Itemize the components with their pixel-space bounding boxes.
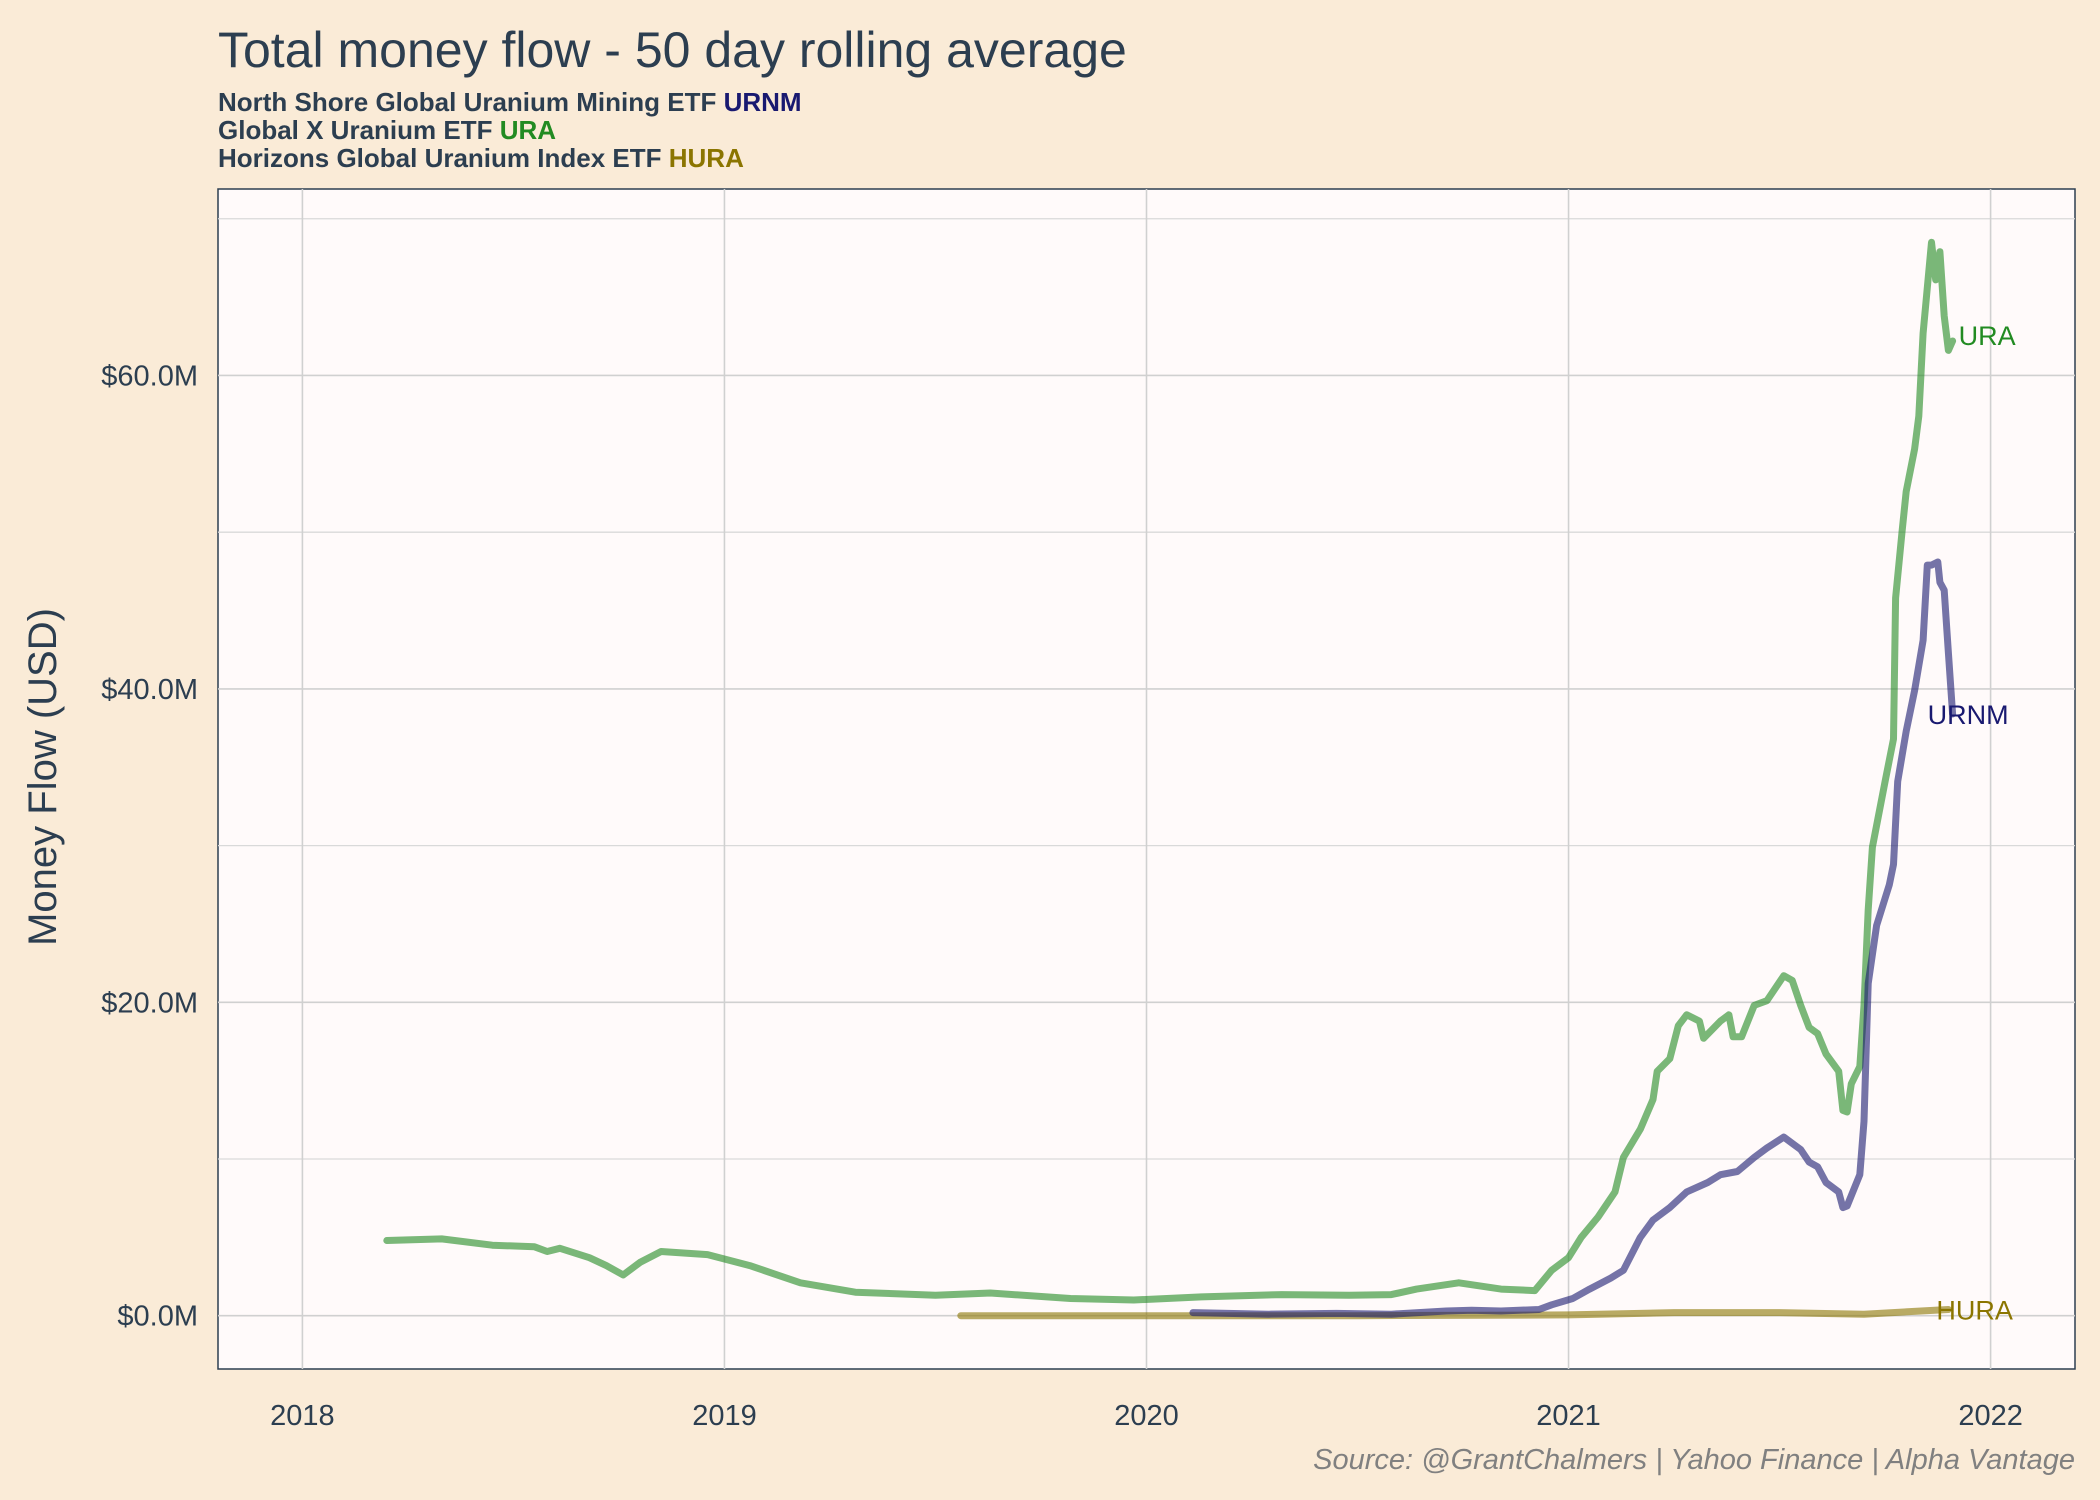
series-label-ura: URA bbox=[1959, 321, 2016, 351]
series-line-ura bbox=[383, 238, 1957, 1304]
chart-title: Total money flow - 50 day rolling averag… bbox=[218, 22, 1127, 78]
subtitle-text: Horizons Global Uranium Index ETF bbox=[218, 143, 662, 173]
series-line-urnm bbox=[1189, 558, 1957, 1318]
subtitle-text: Global X Uranium ETF bbox=[218, 115, 492, 145]
subtitle-ticker: URA bbox=[500, 115, 557, 145]
subtitle-line-hura: Horizons Global Uranium Index ETF HURA bbox=[218, 143, 744, 173]
caption: Source: @GrantChalmers | Yahoo Finance |… bbox=[1313, 1444, 2075, 1476]
y-tick-label: $20.0M bbox=[101, 987, 198, 1019]
subtitle-line-urnm: North Shore Global Uranium Mining ETF UR… bbox=[218, 87, 802, 117]
y-tick-label: $40.0M bbox=[101, 674, 198, 706]
x-tick-label: 2019 bbox=[692, 1400, 757, 1432]
series-line-hura bbox=[957, 1306, 1952, 1320]
subtitle-ticker: URNM bbox=[724, 87, 802, 117]
series-lines: URA URNM HURA bbox=[383, 238, 2016, 1325]
x-tick-label: 2021 bbox=[1536, 1400, 1601, 1432]
axis-ticks: $0.0M $20.0M $40.0M $60.0M 2018 2019 2020 2021 2… bbox=[101, 360, 2023, 1432]
subtitle-line-ura: Global X Uranium ETF URA bbox=[218, 115, 556, 145]
subtitle-ticker: HURA bbox=[669, 143, 744, 173]
x-tick-label: 2018 bbox=[270, 1400, 335, 1432]
subtitle: North Shore Global Uranium Mining ETF UR… bbox=[218, 87, 802, 173]
series-label-urnm: URNM bbox=[1928, 700, 2009, 730]
x-tick-label: 2020 bbox=[1114, 1400, 1179, 1432]
y-tick-label: $60.0M bbox=[101, 360, 198, 392]
series-label-hura: HURA bbox=[1936, 1295, 2013, 1325]
subtitle-text: North Shore Global Uranium Mining ETF bbox=[218, 87, 716, 117]
y-axis-label: Money Flow (USD) bbox=[21, 608, 65, 946]
y-tick-label: $0.0M bbox=[117, 1301, 198, 1333]
x-tick-label: 2022 bbox=[1958, 1400, 2023, 1432]
